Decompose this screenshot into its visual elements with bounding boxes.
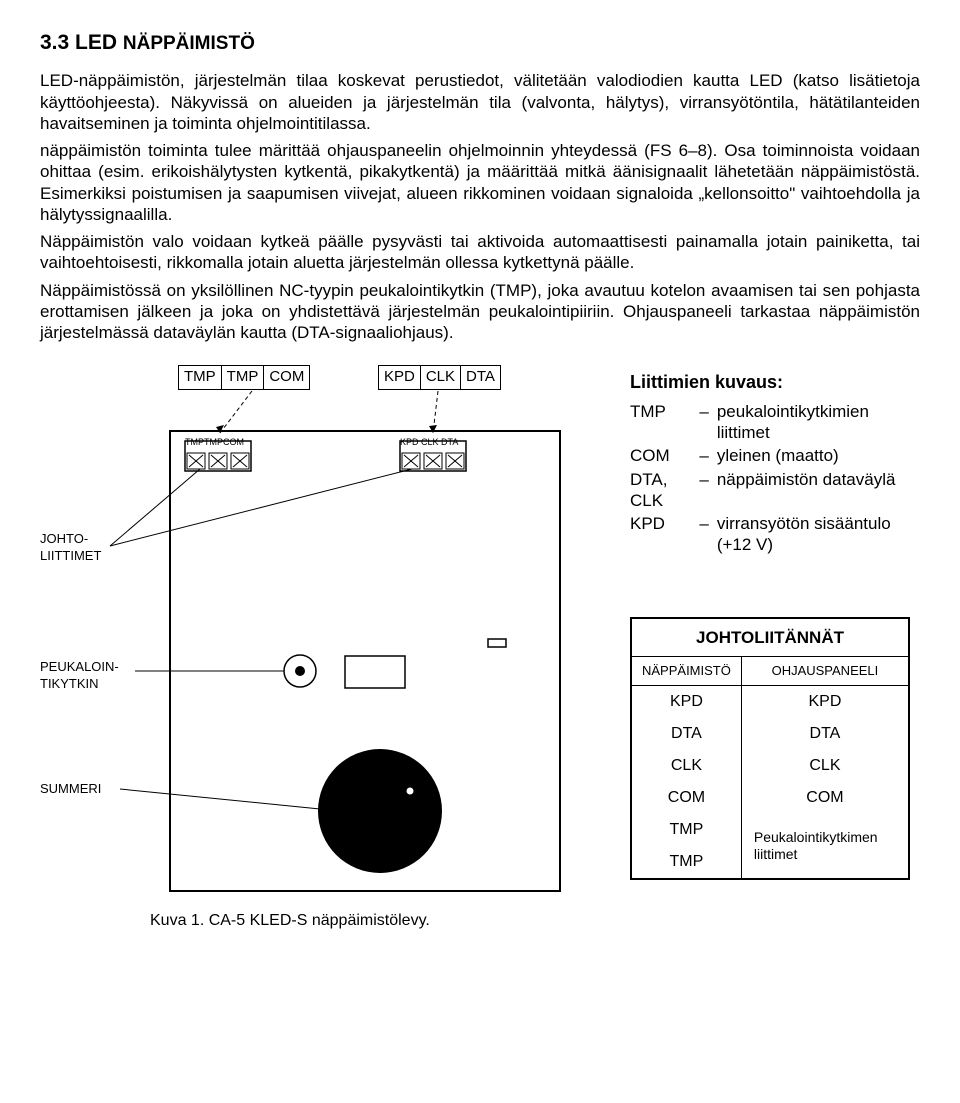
conn-row: TMPPeukalointikytkimen liittimet [631, 814, 909, 846]
section-title-large: LED [75, 31, 117, 54]
dash: – [699, 512, 716, 557]
paragraph-2: näppäimistön toiminta tulee märittää ohj… [40, 140, 920, 225]
conn-cell: TMP [631, 846, 741, 879]
conn-row: KPDKPD [631, 686, 909, 719]
figure-svg [40, 371, 580, 931]
terminal-labels-right: KPD CLK DTA [378, 365, 501, 390]
desc-term: TMP [630, 400, 699, 445]
conn-header-row: NÄPPÄIMISTÖ OHJAUSPANEELI [631, 656, 909, 685]
conn-row: DTADTA [631, 718, 909, 750]
conn-cell: DTA [631, 718, 741, 750]
desc-term: DTA, CLK [630, 468, 699, 513]
keypad-figure: JOHTO-LIITTIMET PEUKALOIN-TIKYTKIN SUMME… [40, 371, 600, 936]
right-column: Liittimien kuvaus: TMP – peukalointikytk… [630, 371, 930, 880]
desc-text: virransyötön sisääntulo (+12 V) [717, 512, 930, 557]
conn-cell: Peukalointikytkimen liittimet [741, 814, 909, 879]
conn-col1-header: NÄPPÄIMISTÖ [631, 656, 741, 685]
conn-cell: COM [631, 782, 741, 814]
desc-text: näppäimistön dataväylä [717, 468, 930, 513]
desc-row: DTA, CLK – näppäimistön dataväylä [630, 468, 930, 513]
terminal-labels-left: TMP TMP COM [178, 365, 310, 390]
terminal-tmp1: TMP [178, 365, 222, 390]
figure-column: JOHTO-LIITTIMET PEUKALOIN-TIKYTKIN SUMME… [40, 371, 600, 936]
desc-text: peukalointikytkimien liittimet [717, 400, 930, 445]
dash: – [699, 400, 716, 445]
conn-title: JOHTOLIITÄNNÄT [631, 618, 909, 657]
conn-col2-header: OHJAUSPANEELI [741, 656, 909, 685]
desc-row: KPD – virransyötön sisääntulo (+12 V) [630, 512, 930, 557]
conn-cell: CLK [741, 750, 909, 782]
terminal-kpd: KPD [378, 365, 421, 390]
conn-cell: CLK [631, 750, 741, 782]
dash: – [699, 444, 716, 467]
label-johtoliittimet: JOHTO-LIITTIMET [40, 531, 101, 564]
section-number: 3.3 [40, 31, 69, 54]
paragraph-1: LED-näppäimistön, järjestelmän tilaa kos… [40, 70, 920, 134]
terminal-com: COM [264, 365, 310, 390]
conn-row: CLKCLK [631, 750, 909, 782]
terminal-tmp2: TMP [222, 365, 265, 390]
conn-row: COMCOM [631, 782, 909, 814]
terminal-dta: DTA [461, 365, 501, 390]
section-title-smallcaps: NÄPPÄIMISTÖ [123, 33, 255, 54]
dash: – [699, 468, 716, 513]
conn-title-row: JOHTOLIITÄNNÄT [631, 618, 909, 657]
conn-cell: KPD [741, 686, 909, 719]
paragraph-4: Näppäimistössä on yksilöllinen NC-tyypin… [40, 280, 920, 344]
inner-terminal-left-label: TMPTMPCOM [185, 437, 244, 448]
desc-text: yleinen (maatto) [717, 444, 930, 467]
desc-row: COM – yleinen (maatto) [630, 444, 930, 467]
conn-cell: TMP [631, 814, 741, 846]
desc-term: KPD [630, 512, 699, 557]
desc-table: TMP – peukalointikytkimien liittimet COM… [630, 400, 930, 557]
inner-terminal-right-label: KPD CLK DTA [400, 437, 458, 448]
conn-cell: DTA [741, 718, 909, 750]
conn-cell: KPD [631, 686, 741, 719]
figure-and-desc-row: JOHTO-LIITTIMET PEUKALOIN-TIKYTKIN SUMME… [40, 371, 920, 936]
figure-caption: Kuva 1. CA-5 KLED-S näppäimistölevy. [150, 911, 430, 931]
label-summeri: SUMMERI [40, 781, 101, 797]
terminal-clk: CLK [421, 365, 461, 390]
desc-term: COM [630, 444, 699, 467]
paragraph-3: Näppäimistön valo voidaan kytkeä päälle … [40, 231, 920, 274]
connections-table: JOHTOLIITÄNNÄT NÄPPÄIMISTÖ OHJAUSPANEELI… [630, 617, 910, 881]
section-heading: 3.3 LED NÄPPÄIMISTÖ [40, 30, 920, 56]
label-peukalointikytkin: PEUKALOIN-TIKYTKIN [40, 659, 119, 692]
desc-row: TMP – peukalointikytkimien liittimet [630, 400, 930, 445]
conn-cell: COM [741, 782, 909, 814]
desc-heading: Liittimien kuvaus: [630, 371, 930, 394]
